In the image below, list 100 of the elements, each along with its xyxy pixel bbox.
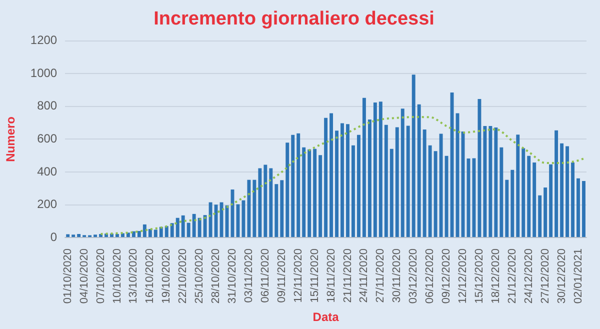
x-tick-label: 24/12/2020 <box>522 248 535 304</box>
bar <box>159 226 163 238</box>
line-series <box>100 116 585 235</box>
bar <box>280 180 284 238</box>
x-tick-label: 06/11/2020 <box>259 248 272 303</box>
x-tick-label: 24/11/2020 <box>358 248 370 303</box>
bar <box>164 226 168 238</box>
bar <box>390 148 394 238</box>
bar <box>395 127 399 238</box>
bar <box>252 180 256 238</box>
bar <box>296 133 300 238</box>
bar <box>186 222 190 238</box>
bar <box>412 74 416 238</box>
bar <box>510 170 514 238</box>
x-tick-label: 09/11/2020 <box>276 248 288 303</box>
bar <box>439 134 443 238</box>
bar <box>137 230 141 238</box>
y-axis-title: Numero <box>4 116 18 162</box>
bar <box>258 168 262 238</box>
bar <box>318 155 322 238</box>
x-tick-label: 18/12/2020 <box>490 248 502 304</box>
bar <box>406 126 410 238</box>
x-tick-label: 10/10/2020 <box>111 248 124 304</box>
bar <box>400 108 404 238</box>
bar <box>77 234 81 238</box>
bar <box>378 102 382 238</box>
bar <box>527 156 531 238</box>
bar <box>181 215 185 238</box>
bar <box>384 124 388 238</box>
x-tick-label: 30/11/2020 <box>391 248 404 303</box>
y-tick-label: 800 <box>37 98 58 113</box>
x-tick-label: 16/10/2020 <box>144 248 156 304</box>
bar <box>494 128 498 238</box>
y-tick-label: 400 <box>37 164 58 178</box>
x-tick-label: 02/01/2021 <box>572 248 584 304</box>
bar <box>324 118 328 238</box>
x-tick-label: 03/11/2020 <box>242 248 255 303</box>
x-axis-title: Data <box>312 310 340 324</box>
bar <box>247 180 251 238</box>
bar <box>236 204 240 238</box>
bar <box>483 126 487 238</box>
bar <box>176 218 180 238</box>
bar <box>308 149 312 238</box>
bar <box>560 143 564 238</box>
bar <box>500 147 504 238</box>
bar <box>269 168 273 238</box>
x-tick-label: 01/10/2020 <box>62 248 74 304</box>
y-tick-label: 600 <box>37 131 58 146</box>
x-tick-label: 27/11/2020 <box>374 248 387 303</box>
y-tick-label: 1000 <box>30 66 58 80</box>
bar <box>208 202 212 238</box>
x-tick-label: 07/10/2020 <box>94 248 107 304</box>
x-tick-label: 30/12/2020 <box>556 248 568 304</box>
bar <box>198 218 202 238</box>
bar <box>313 148 317 238</box>
bar <box>368 120 372 238</box>
x-tick-label: 19/10/2020 <box>160 248 173 304</box>
bar <box>532 162 536 238</box>
bar <box>94 234 98 238</box>
bar <box>566 146 569 238</box>
bar <box>142 224 146 238</box>
bar <box>478 99 482 238</box>
y-tick-label: 200 <box>37 197 58 212</box>
x-tick-label: 15/11/2020 <box>308 248 321 303</box>
bar <box>373 102 377 238</box>
bar <box>302 147 306 238</box>
bar <box>576 178 580 238</box>
x-tick-label: 21/12/2020 <box>506 248 518 304</box>
x-tick-label: 18/11/2020 <box>325 248 338 303</box>
y-tick-label: 1200 <box>30 33 58 48</box>
x-tick-label: 15/12/2020 <box>473 248 486 304</box>
x-tick-label: 22/10/2020 <box>177 248 190 304</box>
bar <box>154 230 158 238</box>
bar <box>72 234 76 238</box>
bar <box>549 164 553 238</box>
bar <box>554 130 558 238</box>
bar <box>516 134 520 238</box>
bar <box>291 134 295 238</box>
x-tick-label: 31/10/2020 <box>226 248 239 304</box>
bar <box>422 130 426 238</box>
bar <box>170 223 174 238</box>
bar <box>544 188 548 238</box>
bar <box>444 156 448 238</box>
bar <box>352 145 355 238</box>
bar <box>340 123 344 238</box>
chart-title: Incremento giornaliero decessi <box>154 8 434 30</box>
x-tick-label: 09/12/2020 <box>440 248 453 304</box>
bar <box>132 231 136 238</box>
bar <box>274 184 278 238</box>
bar <box>362 98 366 238</box>
bar <box>126 232 130 238</box>
bar <box>203 215 207 238</box>
x-tick-label: 03/12/2020 <box>408 248 420 304</box>
bar <box>66 234 70 238</box>
bar <box>428 145 432 238</box>
x-tick-label: 13/10/2020 <box>128 248 140 304</box>
bar <box>214 204 218 238</box>
bar <box>417 104 421 238</box>
x-tick-label: 25/10/2020 <box>194 248 206 304</box>
y-tick-label: 0 <box>50 230 58 244</box>
